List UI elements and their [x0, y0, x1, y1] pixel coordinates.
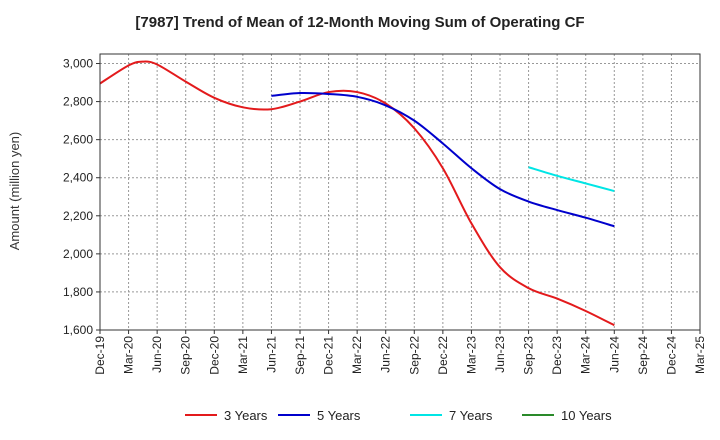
- x-tick-label: Dec-22: [436, 336, 450, 375]
- x-tick-label: Jun-22: [379, 336, 393, 373]
- x-tick-label: Mar-23: [464, 336, 478, 374]
- y-tick-label: 2,600: [63, 133, 93, 147]
- x-tick-label: Sep-24: [636, 336, 650, 375]
- x-tick-label: Jun-24: [607, 336, 621, 373]
- series-group: [99, 60, 615, 327]
- y-tick-label: 1,800: [63, 285, 93, 299]
- x-tick-label: Dec-21: [322, 336, 336, 375]
- x-tick-label: Dec-20: [207, 336, 221, 375]
- x-tick-label: Sep-23: [522, 336, 536, 375]
- y-tick-label: 3,000: [63, 57, 93, 71]
- x-tick-label: Dec-19: [93, 336, 107, 375]
- x-tick-label: Mar-25: [693, 336, 707, 374]
- x-tick-label: Mar-24: [579, 336, 593, 374]
- x-tick-label: Mar-21: [236, 336, 250, 374]
- x-tick-label: Sep-20: [179, 336, 193, 375]
- x-tick-label: Dec-23: [550, 336, 564, 375]
- chart-title: [7987] Trend of Mean of 12-Month Moving …: [135, 14, 584, 31]
- x-tick-label: Dec-24: [664, 336, 678, 375]
- grid: [100, 54, 700, 330]
- x-tick-label: Jun-21: [264, 336, 278, 373]
- y-axis-label: Amount (million yen): [7, 132, 22, 251]
- x-tick-label: Sep-21: [293, 336, 307, 375]
- legend-label-10-years: 10 Years: [561, 408, 612, 423]
- x-tick-label: Mar-22: [350, 336, 364, 374]
- x-tick-label: Jun-20: [150, 336, 164, 373]
- y-tick-label: 2,800: [63, 95, 93, 109]
- y-tick-label: 2,400: [63, 171, 93, 185]
- legend-label-3-years: 3 Years: [224, 408, 268, 423]
- legend-label-7-years: 7 Years: [449, 408, 493, 423]
- ticks: 1,600 1,800 2,000 2,200 2,400 2,600 2,800 3,000…: [63, 57, 707, 375]
- plot-frame: [99, 53, 701, 331]
- x-tick-label: Mar-20: [122, 336, 136, 374]
- y-tick-label: 2,000: [63, 247, 93, 261]
- y-tick-label: 2,200: [63, 209, 93, 223]
- series-line-7-years: [528, 166, 615, 193]
- x-tick-label: Jun-23: [493, 336, 507, 373]
- x-tick-label: Sep-22: [407, 336, 421, 375]
- series-line-3-years: [99, 60, 615, 327]
- legend-label-5-years: 5 Years: [317, 408, 361, 423]
- series-line-5-years: [271, 91, 615, 228]
- legend: 3 Years 5 Years 7 Years 10 Years: [185, 408, 612, 423]
- y-tick-label: 1,600: [63, 323, 93, 337]
